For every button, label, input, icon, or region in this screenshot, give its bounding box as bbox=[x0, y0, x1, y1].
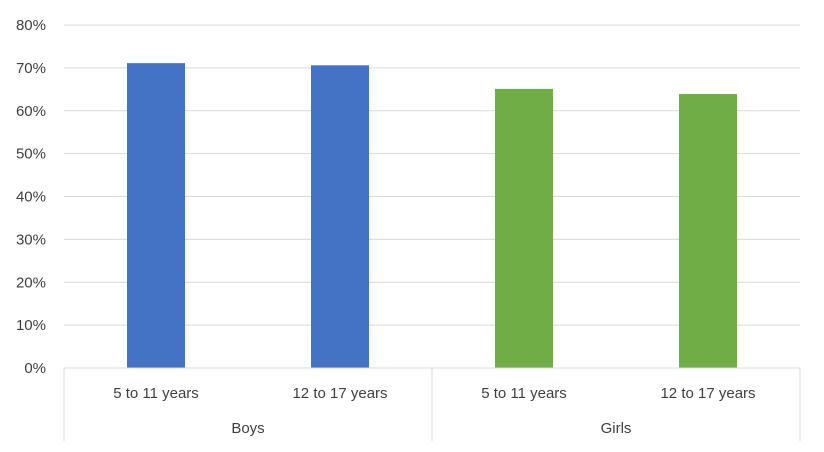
y-tick-label: 80% bbox=[16, 17, 46, 34]
x-group-label: Girls bbox=[601, 420, 632, 437]
x-category-label: 5 to 11 years bbox=[113, 385, 199, 402]
y-tick-label: 0% bbox=[24, 360, 46, 377]
y-tick-label: 50% bbox=[16, 146, 46, 163]
gridlines bbox=[64, 24, 800, 326]
y-tick-label: 30% bbox=[16, 231, 46, 248]
x-axis-group-labels: Boys Girls bbox=[231, 420, 631, 437]
x-category-label: 12 to 17 years bbox=[660, 385, 755, 402]
bar bbox=[679, 94, 737, 368]
x-axis bbox=[63, 367, 801, 441]
bar bbox=[495, 88, 553, 368]
x-group-label: Boys bbox=[231, 420, 264, 437]
y-axis-tick-labels: 0% 10% 20% 30% 40% 50% 60% 70% 80% bbox=[16, 17, 46, 377]
bar bbox=[127, 63, 185, 368]
x-axis-category-labels: 5 to 11 years 12 to 17 years 5 to 11 years… bbox=[113, 385, 755, 402]
y-tick-label: 20% bbox=[16, 274, 46, 291]
bars bbox=[127, 63, 737, 369]
x-category-label: 12 to 17 years bbox=[292, 385, 387, 402]
bar bbox=[311, 65, 369, 369]
x-category-label: 5 to 11 years bbox=[481, 385, 567, 402]
y-tick-label: 10% bbox=[16, 317, 46, 334]
y-tick-label: 70% bbox=[16, 60, 46, 77]
y-tick-label: 40% bbox=[16, 189, 46, 206]
y-tick-label: 60% bbox=[16, 103, 46, 120]
